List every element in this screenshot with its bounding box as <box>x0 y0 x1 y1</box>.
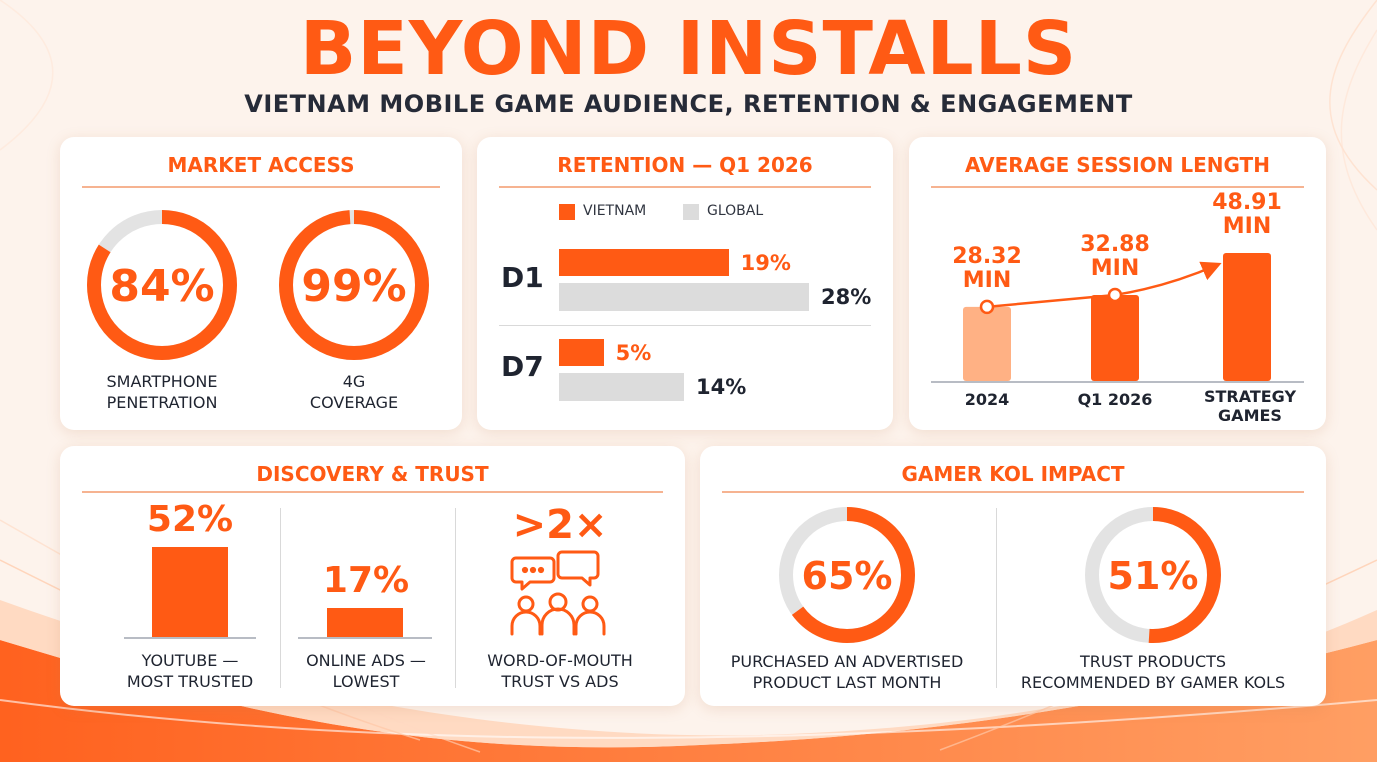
label-line: PURCHASED AN ADVERTISED <box>730 652 964 671</box>
people-chat-icon <box>510 550 606 636</box>
bar-global-d7 <box>559 373 684 401</box>
market-access-card: MARKET ACCESS 84% SMARTPHONE PENETRATION… <box>60 137 462 430</box>
session-bar-1 <box>1091 294 1139 381</box>
label-line: PENETRATION <box>106 393 218 412</box>
kol-card: GAMER KOL IMPACT 65% PURCHASED AN ADVERT… <box>700 446 1326 706</box>
bar-online-ads <box>327 607 403 637</box>
4g-value: 99% <box>301 261 407 312</box>
label-line: 4G <box>342 372 366 391</box>
discovery-baseline <box>124 637 256 639</box>
discovery-baseline <box>298 637 432 639</box>
session-category-2024: 2024 <box>947 389 1027 410</box>
session-category-q1-2026: Q1 2026 <box>1075 389 1155 410</box>
page-title: BEYOND INSTALLS <box>299 6 1078 92</box>
kol-purchased-donut <box>779 507 915 643</box>
discovery-card: DISCOVERY & TRUST 52% YOUTUBE — MOST TRU… <box>60 446 685 706</box>
legend-swatch-global <box>683 204 699 220</box>
data-label-global-d7: 14% <box>696 375 747 399</box>
session-bar-0 <box>963 306 1011 381</box>
column-divider <box>996 508 997 688</box>
session-value-q1-2026: 32.88 MIN <box>1070 231 1160 281</box>
page-subtitle: VIETNAM MOBILE GAME AUDIENCE, RETENTION … <box>244 90 1133 118</box>
kol-trust-value: 51% <box>1107 554 1199 598</box>
discovery-label-word-of-mouth: WORD-OF-MOUTH TRUST VS ADS <box>470 650 650 692</box>
label-line: TRUST PRODUCTS <box>1079 652 1227 671</box>
label-line: ONLINE ADS — <box>306 651 426 670</box>
card-divider <box>82 186 440 188</box>
kol-trust-label: TRUST PRODUCTS RECOMMENDED BY GAMER KOLS <box>1018 651 1288 693</box>
label-line: LOWEST <box>332 672 400 691</box>
data-label-vietnam-d1: 19% <box>740 251 791 275</box>
row-divider <box>499 325 871 326</box>
value-line: MIN <box>1222 214 1272 239</box>
label-line: COVERAGE <box>309 393 399 412</box>
donut-arc-smartphone <box>87 210 237 360</box>
discovery-value-youtube: 52% <box>146 499 234 540</box>
card-divider <box>931 186 1304 188</box>
bar-vietnam-d1 <box>559 249 729 276</box>
smartphone-donut <box>87 210 237 360</box>
kol-trust-donut <box>1085 507 1221 643</box>
value-line: 48.91 <box>1212 190 1282 215</box>
value-line: MIN <box>1090 255 1140 281</box>
label-line: MOST TRUSTED <box>126 672 254 691</box>
retention-card: RETENTION — Q1 2026 VIETNAM GLOBAL D1 19… <box>477 137 893 430</box>
kol-title: GAMER KOL IMPACT <box>901 462 1125 486</box>
session-chart <box>931 253 1304 383</box>
discovery-label-youtube: YOUTUBE — MOST TRUSTED <box>110 650 270 692</box>
kol-purchased-label: PURCHASED AN ADVERTISED PRODUCT LAST MON… <box>720 651 974 693</box>
label-line: STRATEGY <box>1203 387 1297 406</box>
session-bar-2 <box>1223 253 1271 381</box>
label-line: 2024 <box>964 390 1010 409</box>
session-title: AVERAGE SESSION LENGTH <box>965 153 1270 177</box>
column-divider <box>280 508 281 688</box>
bar-global-d1 <box>559 283 809 311</box>
bar-vietnam-d7 <box>559 339 604 366</box>
value-line: 28.32 <box>952 243 1022 269</box>
value-line: MIN <box>962 267 1012 293</box>
legend-label-vietnam: VIETNAM <box>583 203 647 219</box>
card-divider <box>82 491 663 493</box>
data-label-global-d1: 28% <box>821 285 872 309</box>
discovery-value-word-of-mouth: >2× <box>512 502 608 548</box>
card-divider <box>722 491 1304 493</box>
legend-label-global: GLOBAL <box>707 203 764 219</box>
session-card: AVERAGE SESSION LENGTH 2024 Q1 2026 STRA… <box>909 137 1326 430</box>
session-value-2024: 28.32 MIN <box>942 243 1032 293</box>
kol-purchased-value: 65% <box>801 554 893 598</box>
label-line: RECOMMENDED BY GAMER KOLS <box>1020 673 1286 692</box>
legend-swatch-vietnam <box>559 204 575 220</box>
label-line: TRUST VS ADS <box>501 672 619 691</box>
data-label-vietnam-d7: 5% <box>615 341 652 365</box>
retention-category-d1: D1 <box>501 261 544 294</box>
label-line: PRODUCT LAST MONTH <box>752 673 942 692</box>
column-divider <box>455 508 456 688</box>
card-divider <box>499 186 871 188</box>
donut-arc-4g <box>279 210 429 360</box>
smartphone-label: SMARTPHONE PENETRATION <box>82 371 242 413</box>
label-line: WORD-OF-MOUTH <box>487 651 633 670</box>
retention-category-d7: D7 <box>501 350 544 383</box>
discovery-title: DISCOVERY & TRUST <box>256 462 489 486</box>
label-line: YOUTUBE — <box>141 651 239 670</box>
session-value-strategy: 48.91 MIN <box>1202 191 1292 239</box>
session-trend-point-0 <box>979 299 995 315</box>
value-line: 32.88 <box>1080 231 1150 257</box>
discovery-value-online-ads: 17% <box>322 559 410 601</box>
label-line: Q1 2026 <box>1077 390 1153 409</box>
session-category-strategy: STRATEGY GAMES <box>1195 387 1305 425</box>
discovery-label-online-ads: ONLINE ADS — LOWEST <box>286 650 446 692</box>
market-access-title: MARKET ACCESS <box>167 153 355 177</box>
4g-donut <box>279 210 429 360</box>
smartphone-value: 84% <box>109 261 215 312</box>
session-trend-point-1 <box>1107 287 1123 303</box>
label-line: GAMES <box>1218 406 1282 425</box>
donut-arc-trust <box>1085 507 1221 643</box>
donut-arc-purchased <box>779 507 915 643</box>
retention-title: RETENTION — Q1 2026 <box>557 153 813 177</box>
label-line: SMARTPHONE <box>106 372 218 391</box>
bar-youtube <box>152 547 228 637</box>
4g-label: 4G COVERAGE <box>274 371 434 413</box>
